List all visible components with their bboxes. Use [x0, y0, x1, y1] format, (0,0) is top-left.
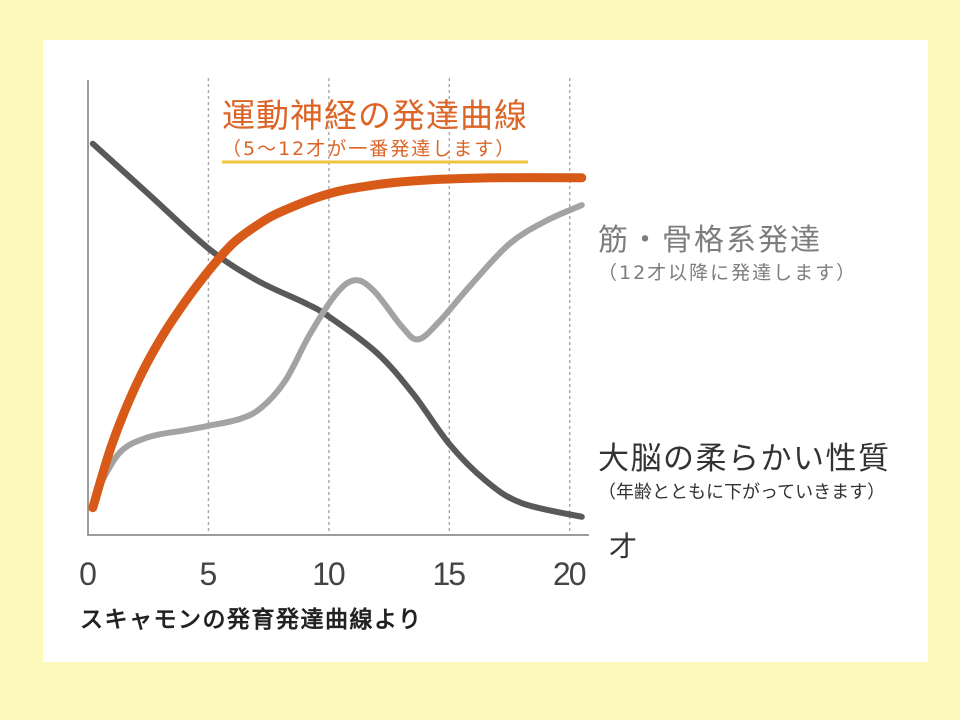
- axes: [87, 80, 589, 536]
- motor-nerve-label: 運動神経の発達曲線: [222, 96, 528, 135]
- x-tick-labels: 0 5 10 15 20: [79, 556, 588, 592]
- curves: [88, 140, 587, 520]
- x-tick-label: 5: [200, 556, 217, 592]
- musculoskeletal-note: （12才以降に発達します）: [598, 262, 857, 284]
- x-tick-label: 10: [312, 556, 345, 592]
- musculoskeletal-label: 筋・骨格系発達: [598, 223, 822, 258]
- x-tick-label: 0: [79, 556, 96, 592]
- x-tick-label: 15: [433, 556, 466, 592]
- x-axis-unit-label: 才: [609, 530, 637, 563]
- chart-panel: [43, 40, 928, 662]
- motor-nerve-note: （5〜12才が一番発達します）: [222, 138, 516, 160]
- brain-plasticity-label: 大脳の柔らかい性質: [598, 441, 891, 477]
- source-caption: スキャモンの発育発達曲線より: [80, 606, 423, 633]
- motor-nerve-curve: [88, 173, 587, 513]
- x-tick-label: 20: [553, 556, 586, 592]
- musculoskeletal-curve: [92, 202, 585, 498]
- brain-plasticity-curve: [89, 140, 585, 520]
- brain-plasticity-note: （年齢とともに下がっていきます）: [598, 482, 885, 503]
